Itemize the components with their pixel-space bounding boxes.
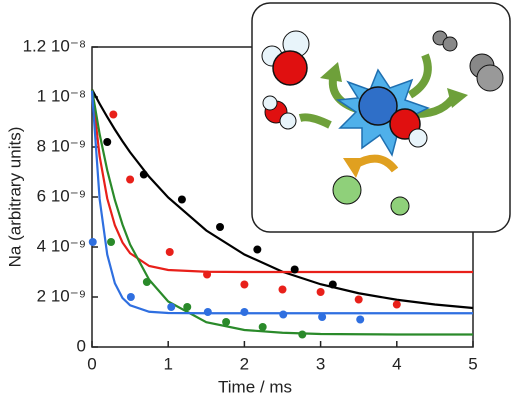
y-tick-label: 8 10⁻⁹: [37, 136, 86, 155]
data-point: [203, 308, 212, 316]
data-point: [216, 223, 225, 231]
y-tick-label: 0: [77, 336, 86, 355]
data-point: [126, 293, 135, 301]
data-point: [328, 280, 337, 289]
data-point: [107, 238, 116, 246]
fit-line: [90, 89, 473, 336]
x-tick-label: 1: [163, 354, 172, 373]
fit-line: [90, 90, 473, 315]
atom: [442, 36, 458, 52]
plot-area: 0 1 2 3 4 5 0 2 10⁻⁹ 4 10⁻⁹ 6 10⁻⁹ 8 10⁻⁹ 1 10⁻⁸ 1.2…: [23, 36, 478, 373]
data-point: [103, 138, 112, 146]
data-point: [126, 175, 135, 184]
data-point: [109, 110, 118, 119]
data-point: [142, 278, 151, 286]
x-tick-label: 0: [87, 354, 96, 373]
data-point: [183, 303, 192, 311]
data-point: [240, 308, 249, 316]
data-point: [354, 295, 363, 304]
atom: [279, 112, 297, 130]
arrowhead: [343, 158, 364, 178]
y-tick-label: 1 10⁻⁸: [37, 86, 86, 105]
data-point: [88, 238, 97, 246]
x-tick-label: 4: [392, 354, 401, 373]
data-point: [139, 170, 148, 179]
y-tick-label: 1.2 10⁻⁸: [23, 36, 86, 55]
atom: [332, 175, 362, 205]
atom: [358, 86, 398, 126]
atom: [408, 128, 428, 148]
atom: [272, 50, 308, 86]
arrow: [298, 113, 332, 129]
x-tick-label: 3: [316, 354, 325, 373]
atom: [390, 196, 410, 216]
data-point: [279, 310, 288, 319]
data-point: [177, 195, 186, 204]
data-point: [240, 280, 249, 289]
arrowhead: [447, 88, 468, 108]
y-tick-label: 6 10⁻⁹: [37, 186, 86, 205]
data-point: [253, 245, 262, 254]
y-tick-label: 2 10⁻⁹: [37, 286, 86, 305]
x-axis-label: Time / ms: [218, 377, 292, 396]
data-point: [298, 330, 307, 339]
atom: [262, 95, 278, 111]
data-point: [278, 285, 287, 294]
arrow: [407, 53, 432, 99]
data-point: [165, 248, 174, 256]
inset-illustration: [251, 2, 511, 233]
y-tick-label: 4 10⁻⁹: [37, 236, 86, 255]
data-point: [392, 300, 401, 309]
data-point: [290, 265, 299, 274]
data-point: [258, 323, 267, 331]
data-point: [318, 313, 327, 321]
fit-line: [91, 88, 474, 310]
data-point: [316, 288, 325, 296]
fit-line: [90, 89, 473, 274]
y-axis-label: Na (arbitrary units): [5, 127, 24, 268]
atom: [476, 64, 504, 92]
x-tick-label: 2: [240, 354, 249, 373]
arrowhead: [320, 62, 342, 82]
data-point: [356, 315, 365, 324]
data-point: [203, 270, 212, 279]
data-point: [167, 303, 176, 311]
data-point: [222, 318, 231, 326]
x-tick-label: 5: [468, 354, 477, 373]
